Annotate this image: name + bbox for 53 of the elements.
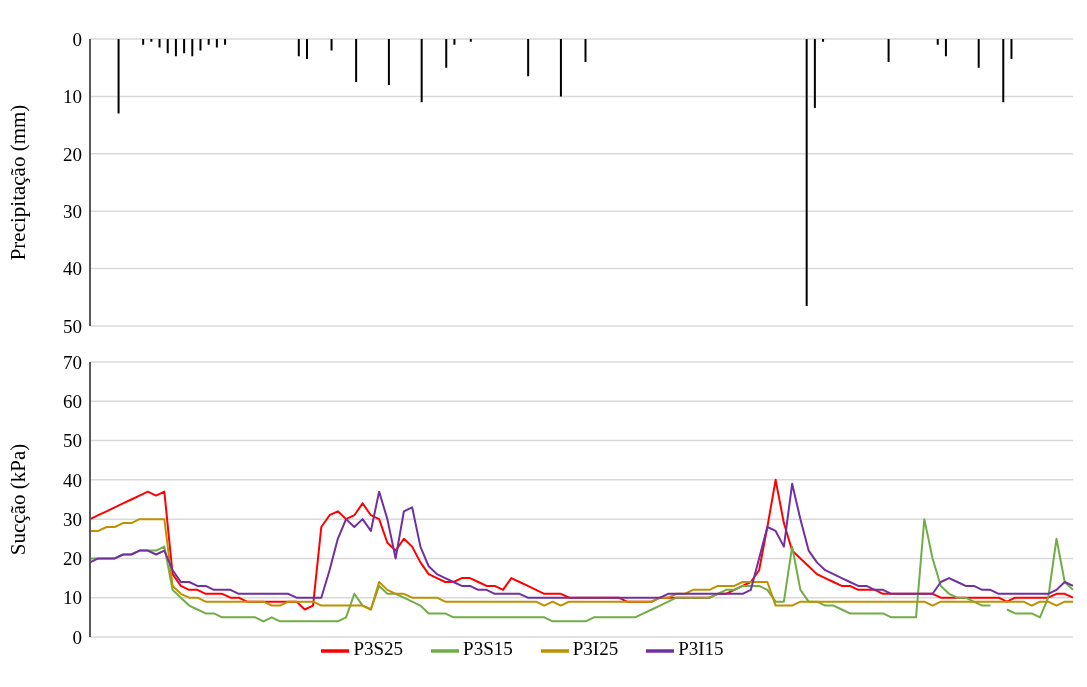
- y-tick-label: 30: [63, 508, 82, 530]
- y-tick-label: 0: [72, 28, 82, 50]
- y-tick-label: 70: [63, 351, 82, 373]
- bar: [445, 39, 448, 68]
- bar: [330, 39, 333, 51]
- bar: [387, 39, 390, 85]
- bar: [813, 39, 816, 108]
- bar: [453, 39, 456, 45]
- bar: [174, 39, 177, 57]
- y-axis-title: Sucção (kPa): [6, 443, 31, 556]
- bar: [199, 39, 202, 51]
- bar: [183, 39, 186, 54]
- y-tick-label: 40: [63, 258, 82, 280]
- bar: [559, 39, 562, 97]
- bar: [142, 39, 145, 45]
- y-tick-label: 30: [63, 200, 82, 222]
- bar: [584, 39, 587, 62]
- y-tick-label: 10: [63, 587, 82, 609]
- y-tick-label: 20: [63, 143, 82, 165]
- y-tick-label: 50: [63, 315, 82, 337]
- bar: [224, 39, 227, 45]
- y-axis-title: Precipitação (mm): [6, 104, 31, 261]
- y-tick-label: 0: [72, 626, 82, 648]
- bar: [355, 39, 358, 83]
- bar: [936, 39, 939, 45]
- bar: [1002, 39, 1005, 103]
- bar: [469, 39, 472, 42]
- bar: [1010, 39, 1013, 60]
- bar: [215, 39, 218, 48]
- bar: [977, 39, 980, 68]
- bar: [207, 39, 210, 45]
- bar: [191, 39, 194, 57]
- y-tick-label: 40: [63, 469, 82, 491]
- legend-label: P3I25: [572, 638, 619, 660]
- bar: [166, 39, 169, 54]
- bar: [305, 39, 308, 60]
- bar: [944, 39, 947, 57]
- y-tick-label: 50: [63, 430, 82, 452]
- y-tick-label: 20: [63, 548, 82, 570]
- bar: [117, 39, 120, 114]
- bar: [887, 39, 890, 62]
- y-tick-label: 10: [63, 86, 82, 108]
- y-tick-label: 60: [63, 391, 82, 413]
- bar: [822, 39, 825, 42]
- bar: [805, 39, 808, 306]
- bar: [150, 39, 153, 42]
- bar: [297, 39, 300, 57]
- legend-label: P3S15: [463, 638, 513, 660]
- bar: [420, 39, 423, 103]
- bar: [527, 39, 530, 77]
- legend-label: P3I15: [678, 638, 724, 660]
- bar: [158, 39, 161, 48]
- legend-label: P3S25: [353, 638, 404, 660]
